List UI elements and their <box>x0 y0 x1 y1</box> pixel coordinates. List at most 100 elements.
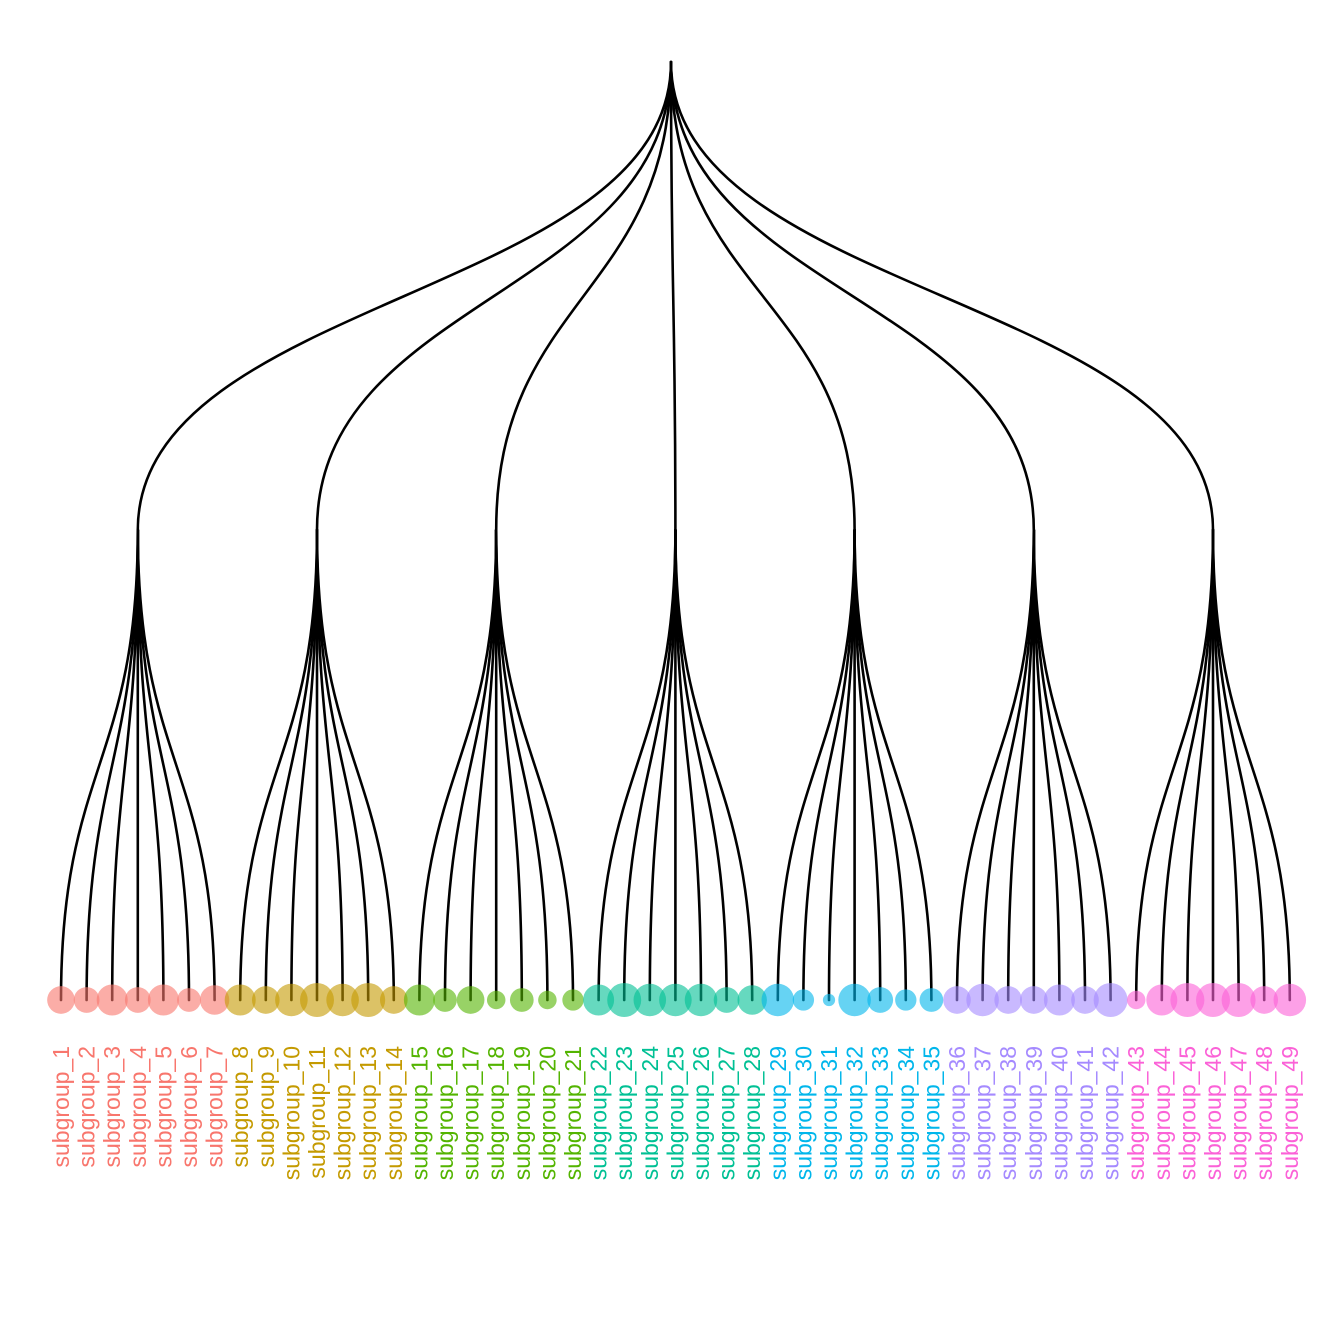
leaf-edge <box>469 528 498 1002</box>
leaf-label: subgroup_14 <box>381 1046 407 1180</box>
leaf-label: subgroup_13 <box>355 1046 381 1180</box>
leaf-label: subgroup_18 <box>483 1046 509 1180</box>
leaf-label: subgroup_32 <box>842 1046 868 1180</box>
leaf-node <box>456 986 485 1014</box>
leaf-node <box>1043 984 1075 1016</box>
leaf-node <box>583 984 615 1016</box>
leaf-edge <box>1134 528 1215 1002</box>
leaf-edge <box>59 528 140 1002</box>
leaf-edge <box>853 528 933 1002</box>
leaf-edge <box>494 528 575 1002</box>
leaf-node <box>1250 986 1279 1014</box>
leaf-label: subgroup_30 <box>790 1046 816 1180</box>
branch-edge-group-4 <box>669 60 677 532</box>
leaf-label: subgroup_35 <box>918 1046 944 1180</box>
leaf-node <box>822 993 836 1007</box>
leaf-label: subgroup_15 <box>406 1046 432 1180</box>
leaf-node <box>994 986 1023 1014</box>
leaf-edge <box>674 528 754 1002</box>
leaf-label: subgroup_41 <box>1072 1046 1098 1180</box>
leaf-label: subgroup_10 <box>278 1046 304 1180</box>
leaf-node <box>943 986 971 1014</box>
leaf-edge <box>1032 528 1112 1002</box>
node-layer <box>47 983 1307 1017</box>
leaf-label: subgroup_21 <box>560 1046 586 1180</box>
branch-edge-group-1 <box>136 60 673 532</box>
leaf-edge <box>136 528 165 1002</box>
leaf-label: subgroup_22 <box>586 1046 612 1180</box>
leaf-label: subgroup_33 <box>867 1046 893 1180</box>
leaf-edge <box>315 528 370 1002</box>
leaf-label: subgroup_8 <box>227 1046 253 1168</box>
leaf-label: subgroup_47 <box>1226 1046 1252 1180</box>
leaf-edge <box>238 528 319 1002</box>
leaf-label: subgroup_5 <box>150 1046 176 1168</box>
leaf-node <box>177 988 201 1012</box>
label-layer: subgroup_1 subgroup_2 subgroup_3 subgroup_4… <box>48 1046 1303 1180</box>
leaf-edge <box>494 528 524 1002</box>
leaf-edge <box>1211 528 1292 1002</box>
leaf-edge <box>827 528 856 1002</box>
leaf-edge <box>955 528 1036 1002</box>
leaf-label: subgroup_24 <box>637 1046 663 1180</box>
leaf-node <box>867 987 894 1013</box>
leaf-edge <box>597 528 677 1002</box>
leaf-node <box>895 989 917 1011</box>
leaf-node <box>1221 983 1256 1017</box>
leaf-node <box>509 988 534 1012</box>
branch-edge-group-7 <box>669 60 1215 532</box>
leaf-label: subgroup_25 <box>662 1046 688 1180</box>
leaf-node <box>919 988 944 1012</box>
leaf-label: subgroup_6 <box>176 1046 202 1168</box>
leaf-label: subgroup_34 <box>893 1046 919 1180</box>
leaf-node <box>659 983 692 1017</box>
leaf-edge <box>290 528 319 1002</box>
leaf-label: subgroup_7 <box>202 1046 228 1168</box>
leaf-node <box>403 984 435 1016</box>
leaf-edge <box>853 528 882 1002</box>
leaf-edge <box>981 528 1036 1002</box>
leaf-node <box>1170 983 1205 1017</box>
branch-edge-group-2 <box>315 60 673 532</box>
leaf-label: subgroup_37 <box>970 1046 996 1180</box>
leaf-edge <box>853 528 908 1002</box>
leaf-node <box>538 990 557 1010</box>
leaf-label: subgroup_2 <box>74 1046 100 1168</box>
leaf-edge <box>802 528 856 1002</box>
leaf-label: subgroup_26 <box>688 1046 714 1180</box>
leaf-node <box>792 989 815 1011</box>
leaf-node <box>1019 986 1048 1014</box>
leaf-node <box>47 986 75 1014</box>
leaf-node <box>737 985 767 1015</box>
leaf-edge <box>1211 528 1266 1002</box>
leaf-label: subgroup_40 <box>1046 1046 1072 1180</box>
leaf-node <box>562 989 584 1011</box>
leaf-edge <box>136 528 216 1002</box>
leaf-label: subgroup_20 <box>534 1046 560 1180</box>
leaf-node <box>379 986 408 1014</box>
edge-layer <box>59 60 1292 1002</box>
leaf-label: subgroup_36 <box>944 1046 970 1180</box>
leaf-node <box>633 983 667 1017</box>
leaf-edge <box>674 528 703 1002</box>
leaf-node <box>486 990 506 1010</box>
leaf-node <box>966 983 999 1017</box>
leaf-label: subgroup_3 <box>99 1046 125 1168</box>
leaf-edge <box>418 528 498 1002</box>
leaf-label: subgroup_17 <box>458 1046 484 1180</box>
leaf-label: subgroup_48 <box>1251 1046 1277 1180</box>
leaf-edge <box>110 528 140 1002</box>
branch-edge-group-5 <box>669 60 856 532</box>
leaf-label: subgroup_11 <box>304 1046 330 1179</box>
leaf-node <box>147 984 179 1016</box>
leaf-node <box>1273 983 1307 1017</box>
leaf-label: subgroup_38 <box>995 1046 1021 1180</box>
leaf-edge <box>85 528 140 1002</box>
leaf-label: subgroup_23 <box>611 1046 637 1180</box>
leaf-edge <box>315 528 344 1002</box>
leaf-node <box>1196 983 1230 1017</box>
leaf-node <box>300 983 334 1017</box>
leaf-edge <box>136 528 191 1002</box>
leaf-label: subgroup_19 <box>509 1046 535 1180</box>
leaf-edge <box>1006 528 1036 1002</box>
